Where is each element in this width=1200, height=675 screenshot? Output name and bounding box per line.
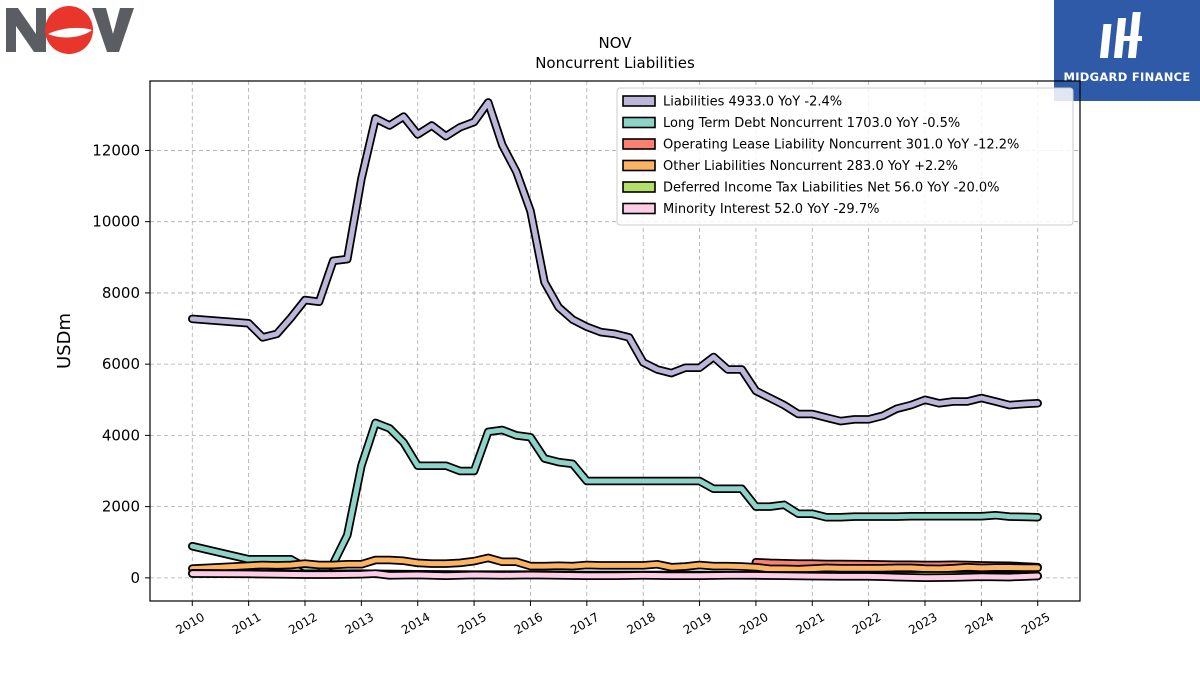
series-line <box>189 99 1041 424</box>
chart-subtitle: Noncurrent Liabilities <box>535 54 695 72</box>
x-tick-label: 2024 <box>963 610 996 637</box>
series-line-outline <box>188 418 1042 577</box>
y-tick-label: 0 <box>130 569 140 587</box>
x-tick-label: 2020 <box>737 610 770 637</box>
x-tick-label: 2010 <box>174 610 207 637</box>
y-tick-label: 6000 <box>102 355 140 373</box>
y-axis-label: USDm <box>54 313 75 369</box>
legend-swatch <box>622 202 656 215</box>
y-tick-label: 12000 <box>92 141 140 159</box>
legend-entry-label: Liabilities 4933.0 YoY -2.4% <box>663 95 842 110</box>
plot-area-frame <box>149 80 1081 602</box>
x-tick-label: 2025 <box>1019 610 1052 637</box>
series-line <box>189 571 1041 581</box>
midgard-finance-text: MIDGARD FINANCE <box>1063 70 1191 84</box>
x-tick-label: 2019 <box>681 610 714 637</box>
y-tick-label: 8000 <box>102 284 140 302</box>
x-tick-label: 2015 <box>455 610 488 637</box>
legend-entry-label: Operating Lease Liability Noncurrent 301… <box>663 138 1019 153</box>
x-tick-label: 2011 <box>230 610 263 637</box>
x-tick-label: 2016 <box>512 610 545 637</box>
midgard-finance-logo: MIDGARD FINANCE <box>1054 0 1200 101</box>
legend-swatch <box>622 95 656 107</box>
x-tick-label: 2022 <box>850 610 883 637</box>
legend-box <box>616 87 1074 226</box>
series-line <box>189 420 1041 575</box>
legend-swatch <box>622 159 656 172</box>
y-tick-label: 10000 <box>92 213 140 231</box>
series-lines <box>188 98 1042 583</box>
y-tick-label: 4000 <box>102 426 140 444</box>
x-tick-label: 2017 <box>568 610 601 637</box>
legend-entry-label: Deferred Income Tax Liabilities Net 56.0… <box>663 181 999 196</box>
legend-swatch <box>622 138 656 150</box>
chart-title: NOV <box>598 34 632 52</box>
x-tick-label: 2023 <box>906 610 939 637</box>
x-tick-label: 2021 <box>794 610 827 637</box>
legend: Liabilities 4933.0 YoY -2.4% Long Term De… <box>616 87 1074 226</box>
legend-swatch <box>622 181 656 193</box>
x-tick-label: 2013 <box>343 610 376 637</box>
x-tick-label: 2018 <box>624 610 657 637</box>
nov-logo <box>0 0 140 60</box>
legend-entry-label: Long Term Debt Noncurrent 1703.0 YoY -0.… <box>663 116 960 131</box>
y-tick-label: 2000 <box>102 498 140 516</box>
x-tick-label: 2014 <box>399 610 432 637</box>
legend-entry-label: Minority Interest 52.0 YoY -29.7% <box>663 202 879 217</box>
legend-entry-label: Other Liabilities Noncurrent 283.0 YoY +… <box>663 159 958 174</box>
legend-swatch <box>622 116 656 129</box>
series-line <box>189 555 1041 572</box>
x-tick-label: 2012 <box>286 610 319 637</box>
